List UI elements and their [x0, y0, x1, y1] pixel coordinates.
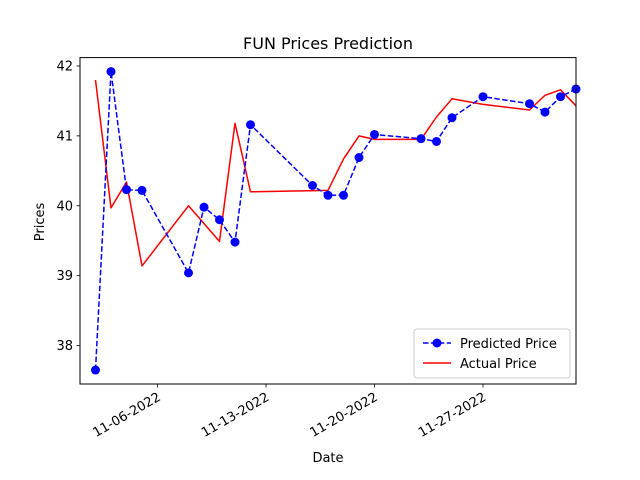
predicted-price-point: [370, 129, 379, 139]
predicted-price-point: [199, 202, 209, 212]
predicted-price-point: [354, 153, 364, 163]
legend-predicted-label: Predicted Price: [460, 337, 557, 352]
predicted-price-point: [339, 190, 348, 200]
predicted-price-point: [432, 136, 441, 146]
predicted-price-point: [556, 92, 565, 102]
chart-title: FUN Prices Prediction: [243, 34, 413, 53]
predicted-price-point: [308, 181, 317, 191]
legend-frame: [413, 328, 571, 379]
y-tick-label: 42: [56, 59, 73, 74]
predicted-price-point: [540, 107, 550, 117]
predicted-price-point: [122, 185, 131, 195]
y-axis-label: Prices: [33, 203, 48, 242]
y-axis: 38 39 40 41 42: [56, 59, 80, 354]
predicted-price-point: [525, 99, 534, 109]
x-axis-label: Date: [312, 451, 343, 466]
y-tick-label: 39: [56, 269, 73, 284]
predicted-price-point: [246, 120, 255, 130]
predicted-price-point: [447, 113, 457, 123]
y-tick-label: 41: [56, 129, 73, 144]
actual-price-line: [94, 79, 577, 267]
predicted-price-point: [416, 134, 426, 144]
predicted-price-point: [323, 190, 333, 200]
y-tick-label: 38: [56, 339, 73, 354]
predicted-price-point: [91, 365, 100, 375]
plot-area: [91, 67, 581, 375]
predicted-price-point: [137, 185, 147, 195]
legend-predicted-marker: [432, 338, 442, 348]
predicted-price-point: [230, 237, 240, 247]
y-tick-label: 40: [56, 199, 73, 214]
predicted-price-point: [478, 92, 488, 102]
legend-actual-label: Actual Price: [460, 357, 537, 372]
predicted-price-point: [215, 215, 224, 225]
predicted-price-point: [106, 67, 116, 77]
predicted-price-line: [94, 70, 577, 371]
predicted-price-point: [184, 268, 193, 278]
legend: Predicted Price Actual Price: [413, 328, 571, 379]
plot-frame: [79, 57, 577, 385]
